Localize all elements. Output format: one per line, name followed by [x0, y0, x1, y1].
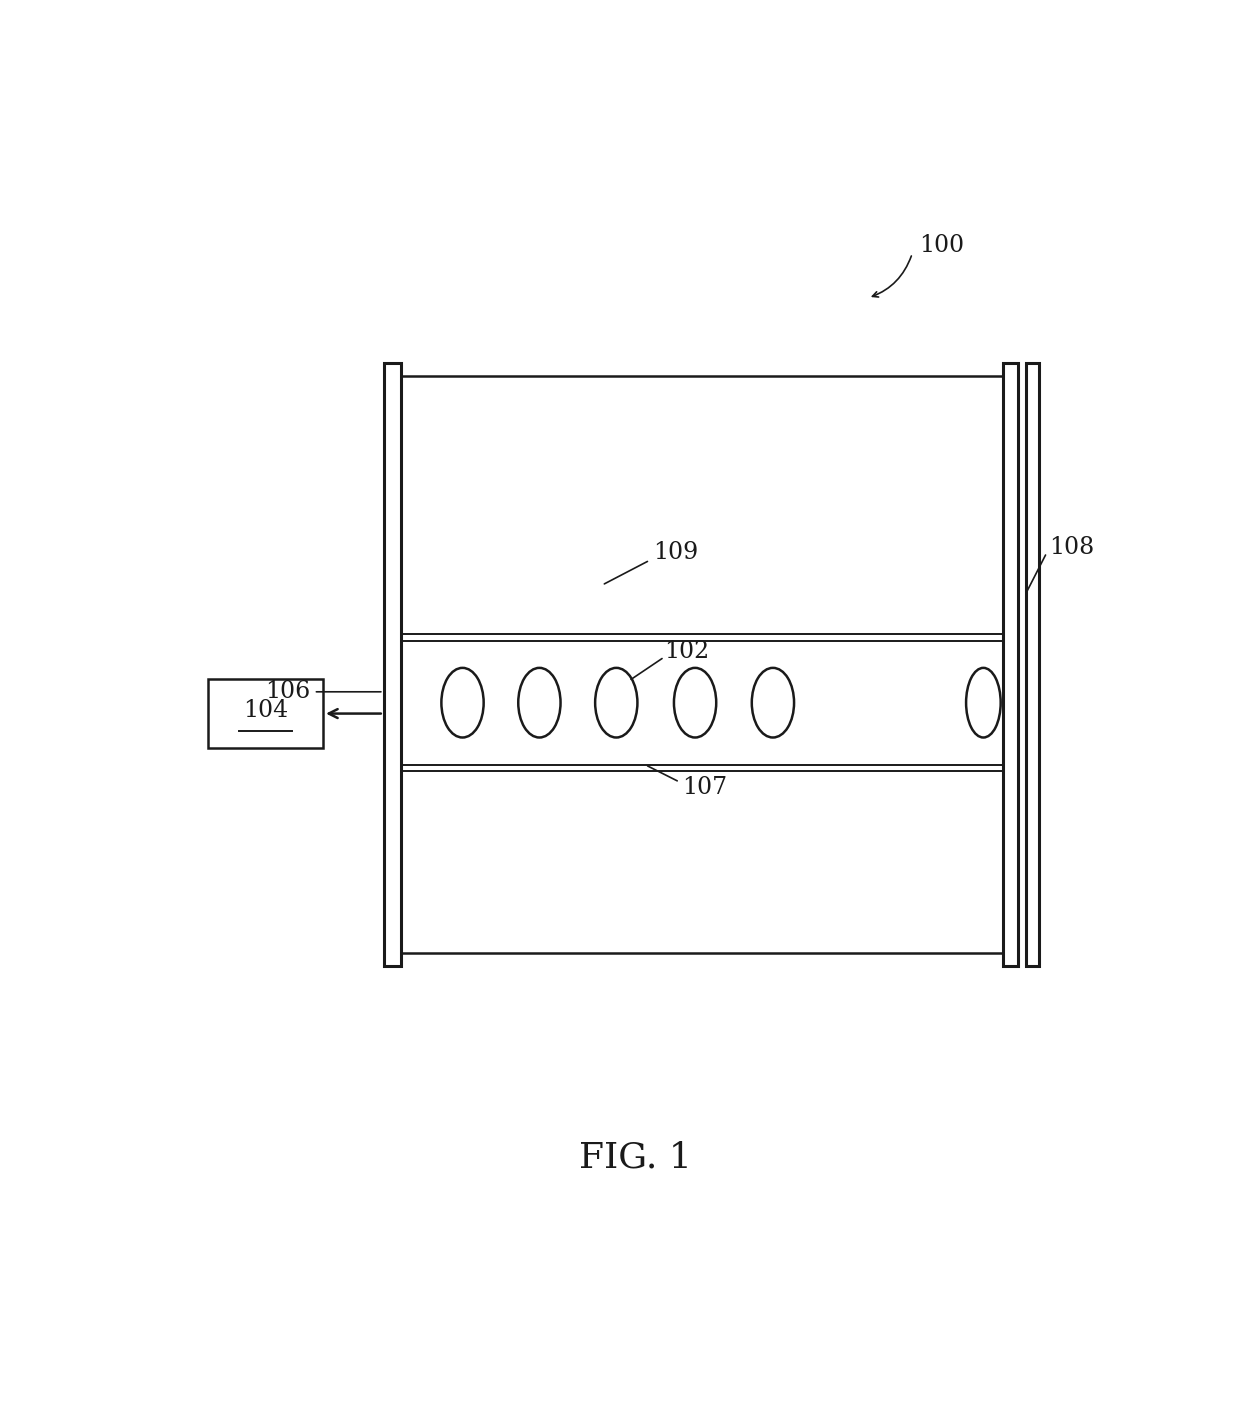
Text: 109: 109: [652, 541, 698, 564]
Ellipse shape: [518, 668, 560, 738]
Bar: [208, 678, 324, 749]
Text: 106: 106: [265, 680, 311, 704]
Text: 108: 108: [1049, 536, 1094, 558]
Text: FIG. 1: FIG. 1: [579, 1140, 692, 1174]
Bar: [1003, 363, 1018, 966]
Ellipse shape: [966, 668, 1001, 738]
Ellipse shape: [675, 668, 717, 738]
Ellipse shape: [751, 668, 794, 738]
Ellipse shape: [441, 668, 484, 738]
Text: 104: 104: [243, 699, 288, 722]
Ellipse shape: [595, 668, 637, 738]
Text: 102: 102: [665, 640, 709, 663]
Bar: [383, 363, 401, 966]
Text: 100: 100: [919, 235, 965, 257]
Text: 107: 107: [682, 776, 727, 798]
Bar: [401, 376, 1006, 952]
Bar: [1025, 363, 1039, 966]
